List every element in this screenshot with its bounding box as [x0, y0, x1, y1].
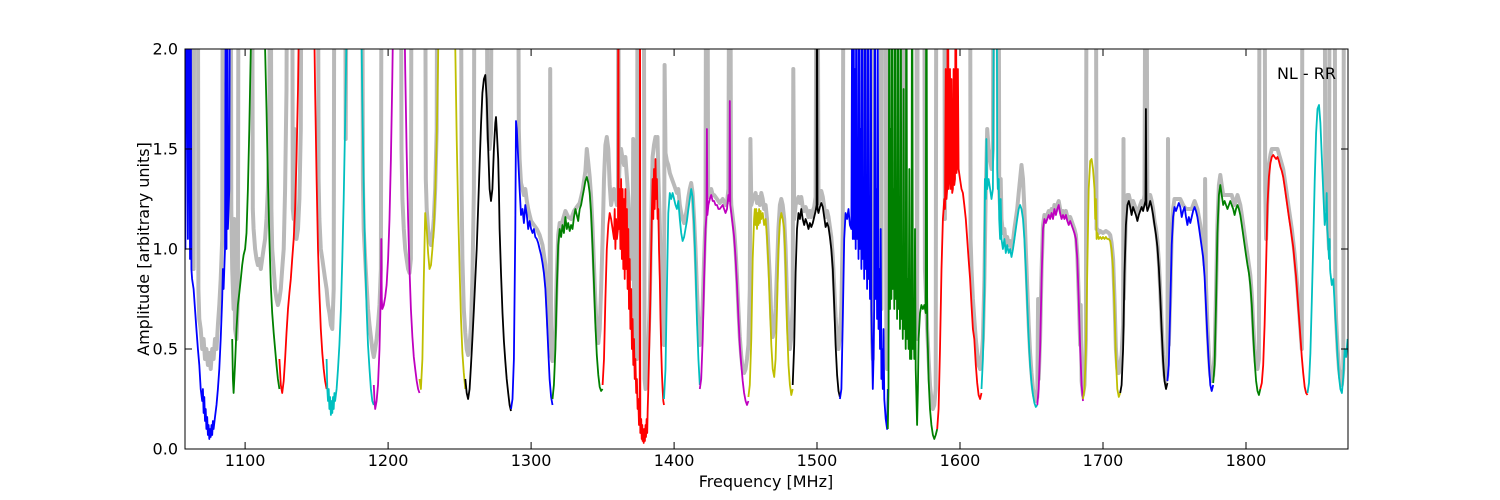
- subband-curve-SB16: [886, 49, 939, 440]
- x-tick-label: 1800: [1226, 451, 1267, 470]
- subband-curve-SB12: [698, 100, 750, 406]
- subband-curve-SB13: [747, 208, 794, 398]
- y-tick-label: 2.0: [153, 40, 178, 59]
- y-tick-label: 0.0: [153, 440, 178, 459]
- y-tick-label: 1.5: [153, 140, 178, 159]
- subband-curve-SB10: [601, 49, 665, 444]
- subband-curve-SB25: [1306, 104, 1348, 394]
- subband-curve-SB18: [980, 49, 1039, 408]
- y-tick-label: 1.0: [153, 240, 178, 259]
- subband-curve-SB20: [1082, 158, 1122, 400]
- subband-curve-SB19: [1036, 204, 1084, 406]
- annotation-label: NL - RR: [1277, 64, 1336, 83]
- x-tick-label: 1200: [368, 451, 409, 470]
- x-tick-label: 1600: [940, 451, 981, 470]
- subband-curve-SB04: [325, 49, 375, 416]
- subband-curve-SB11: [663, 188, 701, 400]
- x-tick-label: 1700: [1083, 451, 1124, 470]
- subband-curve-SB15: [839, 49, 889, 430]
- x-tick-label: 1300: [511, 451, 552, 470]
- x-tick-label: 1100: [225, 451, 266, 470]
- subband-curve-SB07: [464, 74, 512, 412]
- subband-curve-SB23: [1212, 184, 1262, 396]
- subband-curve-SB24: [1259, 154, 1309, 396]
- subband-curve-SB05: [372, 49, 421, 410]
- subband-curve-SB14: [791, 49, 841, 398]
- y-tick-label: 0.5: [153, 340, 178, 359]
- x-tick-label: 1500: [797, 451, 838, 470]
- subband-curve-SB06: [418, 49, 467, 390]
- subband-curve-SB02: [231, 49, 281, 394]
- raw-bandpass-curve: [190, 49, 1346, 411]
- x-axis-label: Frequency [MHz]: [699, 472, 833, 491]
- x-tick-label: 1400: [654, 451, 695, 470]
- plot-area: 1100 1200 1300 1400 1500 1600 1700 1800 0.0 0.5 1.…: [153, 40, 1349, 470]
- y-axis-label: Amplitude [arbitrary units]: [134, 142, 153, 356]
- subband-curve-SB09: [551, 176, 604, 400]
- subband-curve-SB21: [1119, 108, 1169, 394]
- subband-curve-SB01: [185, 49, 231, 440]
- subband-curve-SB22: [1166, 202, 1215, 392]
- subband-curve-SB08: [510, 120, 554, 410]
- subband-curve-SB17: [936, 49, 983, 430]
- curves-layer: [185, 49, 1348, 444]
- subband-curve-SB03: [278, 49, 328, 394]
